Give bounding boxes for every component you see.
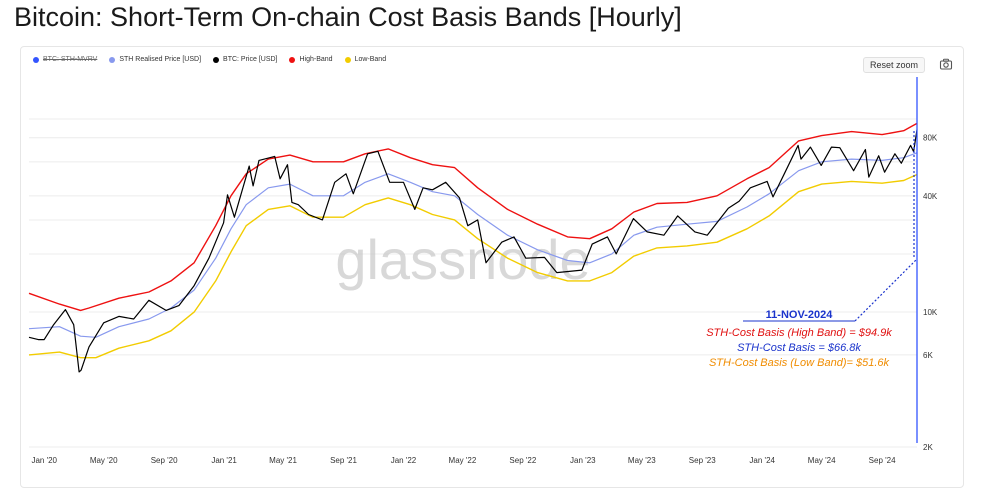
- legend-swatch: [213, 56, 220, 63]
- x-tick-label: Sep '21: [330, 456, 357, 465]
- x-tick-label: May '20: [90, 456, 118, 465]
- chart-canvas: glassnode 2K 6K 10K 40K 80K Jan '20 May '20 Sep …: [28, 77, 938, 465]
- x-tick-label: May '21: [269, 456, 297, 465]
- legend-swatch: [109, 56, 116, 63]
- legend-swatch: [344, 56, 351, 63]
- x-tick-label: Jan '21: [211, 456, 237, 465]
- legend-swatch: [33, 56, 39, 63]
- y-tick-label: 10K: [923, 308, 938, 317]
- legend-item-sth-realised-price[interactable]: STH Realised Price [USD]: [109, 56, 201, 63]
- y-tick-label: 2K: [923, 443, 933, 452]
- series-line-price: [28, 129, 918, 373]
- legend-label: Low-Band: [354, 56, 387, 63]
- y-tick-label: 80K: [923, 134, 938, 143]
- annotation-pointer: [854, 258, 918, 322]
- x-tick-label: May '23: [628, 456, 656, 465]
- camera-icon[interactable]: [939, 57, 953, 71]
- legend-swatch: [289, 56, 296, 63]
- chart-panel: BTC: STH-MVRV STH Realised Price [USD] B…: [20, 46, 964, 488]
- x-tick-label: May '22: [449, 456, 477, 465]
- legend-item-btc-price[interactable]: BTC: Price [USD]: [213, 56, 277, 63]
- series-line-realised: [28, 152, 918, 338]
- x-tick-label: Jan '23: [570, 456, 596, 465]
- x-tick-label: May '24: [808, 456, 836, 465]
- y-tick-label: 40K: [923, 192, 938, 201]
- page-title: Bitcoin: Short-Term On-chain Cost Basis …: [14, 2, 682, 32]
- x-tick-label: Sep '23: [689, 456, 716, 465]
- legend-item-low-band[interactable]: Low-Band: [344, 56, 387, 63]
- legend-item-high-band[interactable]: High-Band: [289, 56, 333, 63]
- legend-label: High-Band: [299, 56, 333, 63]
- x-tick-label: Sep '24: [869, 456, 896, 465]
- annotation-cost-basis: STH-Cost Basis = $66.8k: [737, 342, 861, 354]
- watermark: glassnode: [335, 228, 590, 291]
- legend-label: BTC: Price [USD]: [223, 56, 278, 63]
- series-line-high: [28, 122, 918, 312]
- legend-label: BTC: STH-MVRV: [43, 56, 98, 63]
- x-tick-label: Sep '20: [151, 456, 178, 465]
- x-tick-label: Sep '22: [509, 456, 536, 465]
- x-tick-label: Jan '20: [31, 456, 57, 465]
- y-tick-label: 6K: [923, 351, 933, 360]
- x-tick-label: Jan '24: [749, 456, 775, 465]
- chart-legend: BTC: STH-MVRV STH Realised Price [USD] B…: [33, 56, 386, 63]
- annotation-low-band: STH-Cost Basis (Low Band)= $51.6k: [709, 357, 890, 369]
- series-line-low: [28, 173, 918, 359]
- legend-label: STH Realised Price [USD]: [119, 56, 202, 63]
- x-tick-label: Jan '22: [391, 456, 417, 465]
- annotation-date: 11-NOV-2024: [766, 309, 834, 321]
- reset-zoom-button[interactable]: Reset zoom: [862, 57, 925, 73]
- legend-item-sth-mvrv[interactable]: BTC: STH-MVRV: [33, 56, 97, 63]
- annotation-high-band: STH-Cost Basis (High Band) = $94.9k: [706, 327, 892, 339]
